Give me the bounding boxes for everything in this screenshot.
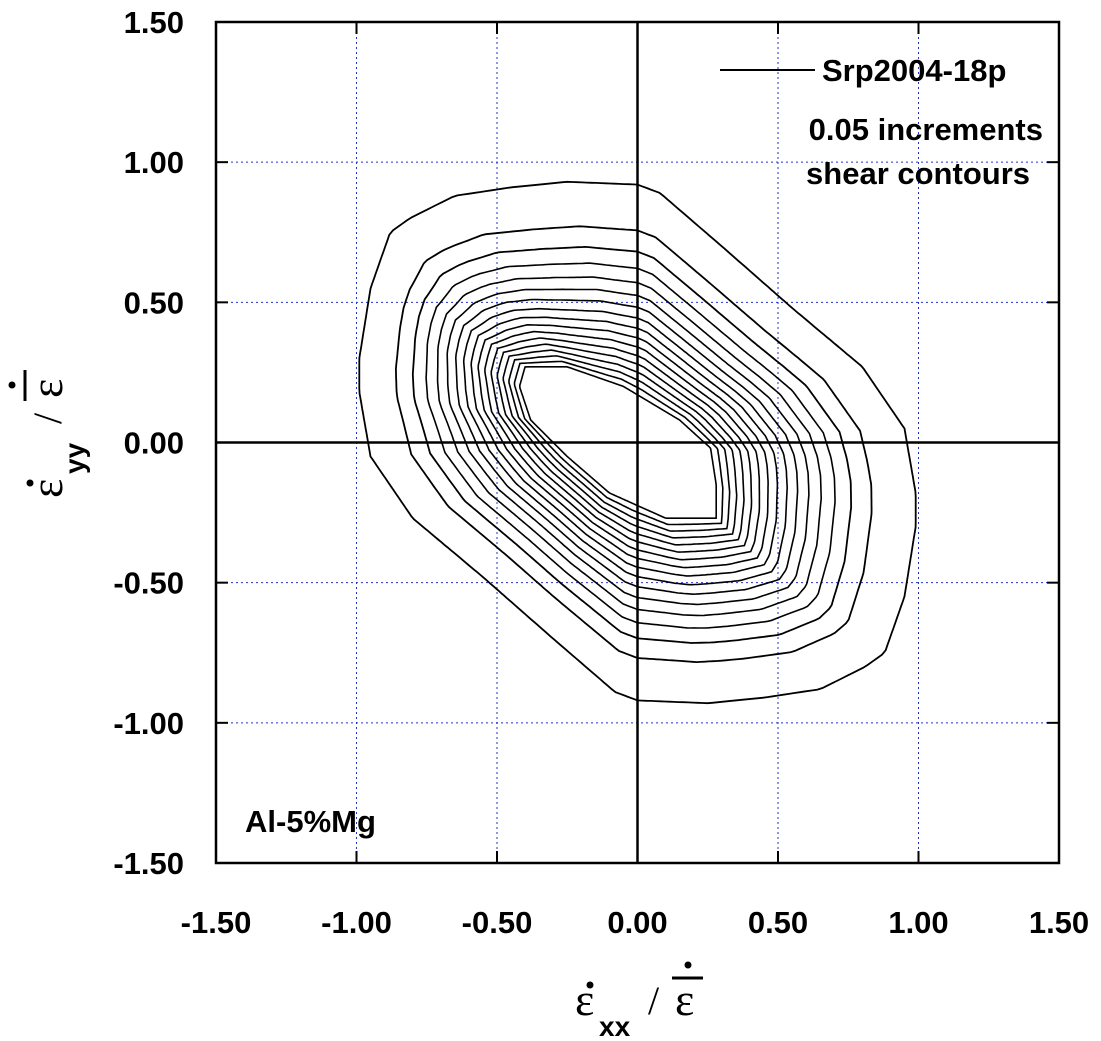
x-label-overdot (684, 961, 692, 969)
legend: Srp2004-18p (720, 53, 1006, 88)
x-tick-label: 1.50 (1029, 905, 1089, 940)
y-tick-label: 1.00 (124, 145, 184, 180)
x-tick-label: 0.00 (607, 905, 667, 940)
contour-line (446, 288, 810, 606)
x-label-denominator: ε (675, 974, 694, 1025)
y-label-slash: / (25, 412, 70, 424)
x-label-symbol: ε (575, 974, 594, 1025)
annotation-increments: 0.05 increments (809, 112, 1043, 147)
x-axis-label: ε xx / ε (575, 961, 703, 1041)
y-tick-label: -1.50 (113, 846, 184, 881)
x-tick-label: -1.00 (321, 905, 392, 940)
contour-line (470, 316, 779, 577)
y-label-denominator: ε (21, 379, 72, 398)
x-label-slash: / (648, 978, 660, 1023)
y-tick-label: -0.50 (113, 566, 184, 601)
annotation-shear: shear contours (806, 156, 1030, 191)
y-label-overdot (8, 381, 16, 389)
axes (214, 20, 1061, 865)
y-tick-label: 0.50 (124, 285, 184, 320)
x-tick-label: 1.00 (888, 905, 948, 940)
tick-labels: -1.50 -1.00 -0.50 0.00 0.50 1.00 1.50 -1.50 -1.0… (113, 5, 1089, 940)
y-label-dot (26, 479, 34, 487)
y-tick-label: -1.00 (113, 706, 184, 741)
legend-label: Srp2004-18p (822, 53, 1006, 88)
x-tick-label: -0.50 (462, 905, 533, 940)
x-label-dot (586, 981, 594, 989)
annotation-material: Al-5%Mg (245, 804, 376, 839)
x-tick-label: 0.50 (748, 905, 808, 940)
x-label-subscript: xx (599, 1011, 631, 1041)
y-tick-label: 1.50 (124, 5, 184, 40)
y-label-subscript: yy (59, 442, 90, 474)
y-axis-label: ε yy / ε (8, 370, 90, 498)
x-tick-label: -1.50 (181, 905, 252, 940)
y-tick-label: 0.00 (124, 426, 184, 461)
contour-line (490, 337, 753, 553)
y-label-symbol: ε (21, 479, 72, 498)
